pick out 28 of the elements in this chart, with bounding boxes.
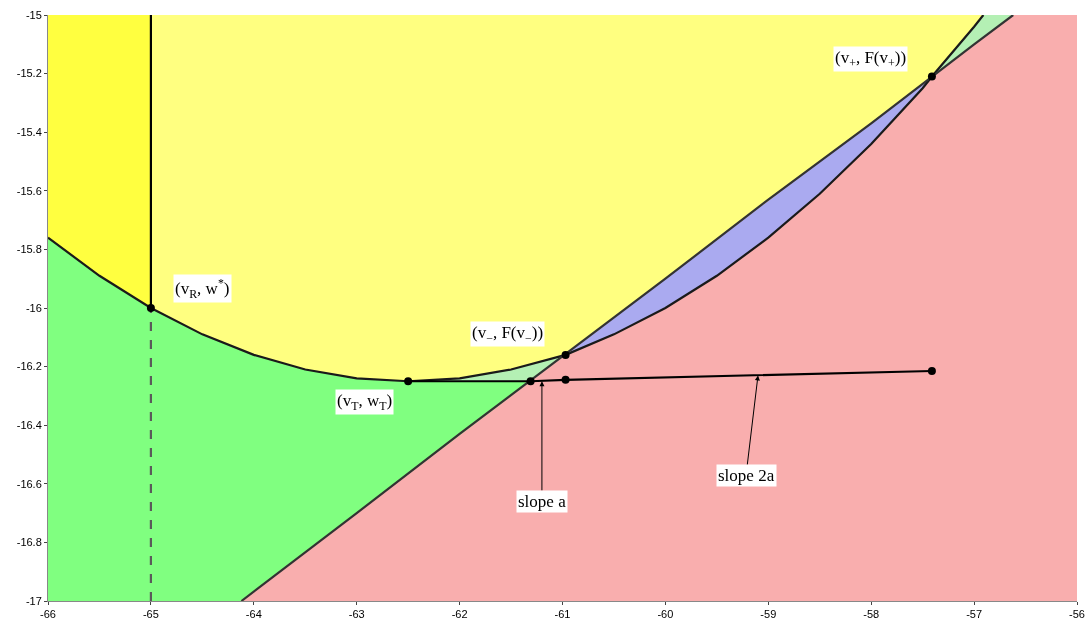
x-tick-label: -57 [966,608,983,621]
x-tick-label: -60 [657,608,674,621]
y-tick-label: -16.4 [16,419,42,432]
x-tick-label: -58 [863,608,880,621]
x-tick-label: -63 [348,608,365,621]
annotation: (v$_{R}$, w$^{*}$) [175,276,230,301]
x-tick-label: -59 [760,608,777,621]
x-tick-label: -64 [245,608,262,621]
x-tick-label: -61 [554,608,571,621]
x-tick-label: -66 [40,608,56,621]
y-tick-label: -16.6 [16,477,42,490]
annotation: (v$_{T}$, w$_{T}$) [337,391,393,413]
x-tick-label: -56 [1069,608,1085,621]
y-tick-label: -16.8 [16,536,42,549]
y-tick-label: -17 [25,594,42,607]
annotation: slope a [518,492,567,511]
y-tick-label: -15.6 [16,184,42,197]
annotation: (v$_{+}$, F(v$_{+}$)) [835,48,907,70]
y-tick-label: -15.4 [16,126,42,139]
y-tick-label: -16 [25,301,42,314]
y-tick-label: -15.8 [16,243,42,256]
x-tick-label: -62 [451,608,468,621]
annotation: slope 2a [718,466,775,485]
annotation: (v$_{−}$, F(v$_{−}$)) [472,323,544,345]
y-tick-label: -15.2 [16,67,42,80]
y-tick-label: -15 [25,8,42,21]
x-tick-label: -65 [142,608,159,621]
y-tick-label: -16.2 [16,360,42,373]
